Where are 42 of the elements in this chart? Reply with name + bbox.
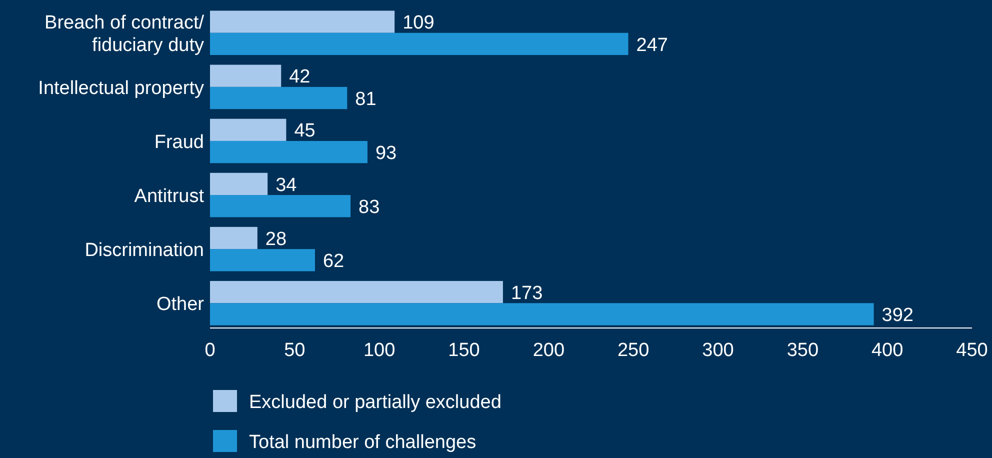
y-tick-label: Antitrust: [134, 186, 205, 207]
bar: [210, 226, 258, 250]
legend-label: Excluded or partially excluded: [249, 392, 502, 413]
x-tick-label: 450: [956, 340, 988, 361]
data-label: 173: [510, 282, 543, 304]
bar: [210, 64, 282, 87]
data-label: 109: [402, 12, 434, 34]
x-tick-label: 50: [284, 340, 306, 361]
bar: [210, 32, 628, 56]
data-label: 93: [375, 142, 397, 164]
data-label: 392: [882, 305, 914, 326]
y-tick-label: Intellectual property: [38, 78, 204, 99]
y-tick-label: Breach of contract/ fiduciary duty: [44, 12, 205, 56]
bar: [210, 118, 286, 141]
bar: [210, 10, 395, 33]
data-label: 81: [355, 88, 376, 110]
bar: [210, 86, 348, 110]
legend-label: Total number of challenges: [249, 432, 476, 453]
data-label: 34: [276, 174, 298, 196]
x-tick-label: 300: [702, 340, 734, 361]
x-tick-label: 100: [363, 340, 396, 361]
y-tick-label: Other: [156, 294, 205, 315]
bar: [210, 249, 315, 272]
bar: [210, 195, 351, 218]
y-tick-label: Fraud: [154, 132, 204, 153]
x-tick-label: 350: [786, 340, 819, 361]
bar: [210, 140, 368, 164]
data-label: 83: [358, 196, 380, 218]
x-tick-label: 150: [448, 340, 480, 361]
data-label: 28: [265, 228, 287, 250]
data-label: 62: [322, 251, 344, 272]
data-label: 42: [289, 66, 310, 88]
bar: [210, 280, 503, 304]
x-tick-label: 0: [204, 340, 216, 361]
y-tick-label: Discrimination: [84, 240, 204, 261]
x-tick-label: 250: [617, 340, 650, 361]
x-tick-label: 200: [532, 340, 565, 361]
bar: [210, 172, 268, 196]
x-tick-label: 400: [871, 340, 904, 361]
data-label: 45: [294, 120, 316, 142]
data-label: 247: [636, 34, 668, 56]
bar: [210, 303, 874, 326]
